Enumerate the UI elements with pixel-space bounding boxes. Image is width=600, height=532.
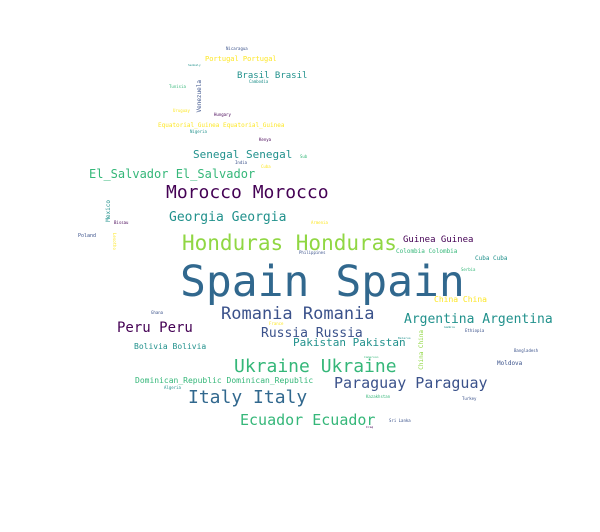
word-turkey: Turkey [462, 396, 477, 401]
word-paraguay: Paraguay Paraguay [334, 374, 488, 392]
word-dominican-republic: Dominican_Republic Dominican_Republic [135, 376, 314, 385]
word-morocco: Morocco Morocco [166, 182, 329, 203]
word-ethiopia: Ethiopia [465, 328, 485, 333]
word-algeria: Algeria [164, 385, 181, 390]
word-kenya: Kenya [259, 137, 272, 142]
word-ghana: Ghana [151, 310, 164, 315]
word-uruguay: Uruguay [173, 108, 190, 113]
word-belarus: Belarus [398, 336, 411, 340]
word-spain: Spain Spain [180, 257, 465, 307]
word-senbaly: Senbaly [188, 63, 201, 67]
word-gambia: Gambia [444, 325, 455, 329]
word-bangladesh: Bangladesh [514, 348, 539, 353]
word-sub: Sub [300, 154, 308, 159]
word-france: France [269, 321, 284, 326]
word-pakistan: Pakistan Pakistan [293, 336, 406, 349]
word-el-salvador: El_Salvador El_Salvador [89, 167, 256, 181]
word-georgia: Georgia Georgia [169, 210, 287, 225]
word-armenia: Armenia [311, 220, 328, 225]
word-portugal: Portugal Portugal [205, 55, 277, 63]
word-romania: Romania Romania [221, 304, 375, 324]
word-india: India [235, 160, 248, 165]
word-nicaragua: Nicaragua [226, 46, 248, 51]
word-brasil: Brasil Brasil [237, 71, 308, 81]
word-ukraine: Ukraine Ukraine [234, 356, 397, 377]
word-italy: Italy Italy [188, 387, 308, 408]
word-argentina: Argentina Argentina [404, 312, 553, 327]
word-bissau: Bissau [114, 220, 129, 225]
word-colombia: Colombia Colombia [396, 248, 458, 255]
word-china: China China [434, 295, 487, 304]
word-tunisia: Tunisia [169, 84, 186, 89]
word-cambodia: Cambodia [249, 79, 269, 84]
word-cuba: Cuba Cuba [475, 255, 508, 262]
word-china-vertical: China China [418, 330, 425, 370]
word-peru: Peru Peru [117, 320, 193, 336]
word-nigeria: Nigeria [190, 129, 207, 134]
word-mexico: Mexico [105, 200, 112, 222]
word-moldova: Moldova [497, 360, 523, 367]
word-armenia-small: Iraq [366, 425, 374, 429]
word-philippines: Philippines [299, 250, 326, 255]
word-cuba-small: Cuba [261, 164, 271, 169]
word-serbia: Serbia [461, 267, 476, 272]
word-kazakhstan: Kazakhstan [366, 394, 391, 399]
word-russia: Russia Russia [261, 326, 363, 341]
word-venezuela: Venezuela [196, 80, 203, 113]
word-guinea: Guinea Guinea [403, 235, 474, 245]
word-sri-lanka: Sri Lanka [389, 418, 411, 423]
word-lesotho: Lesotho [112, 233, 117, 250]
word-ecuador: Ecuador Ecuador [240, 411, 376, 429]
word-equatorial-guinea: Equatorial_Guinea Equatorial_Guinea [158, 122, 285, 129]
word-bolivia: Bolivia Bolivia [134, 342, 207, 351]
word-cameroon: Cameroon [364, 355, 379, 359]
word-hungary: Hungary [214, 112, 231, 117]
word-poland: Poland [78, 233, 97, 239]
word-honduras: Honduras Honduras [182, 231, 397, 255]
word-senegal: Senegal Senegal [193, 148, 293, 161]
